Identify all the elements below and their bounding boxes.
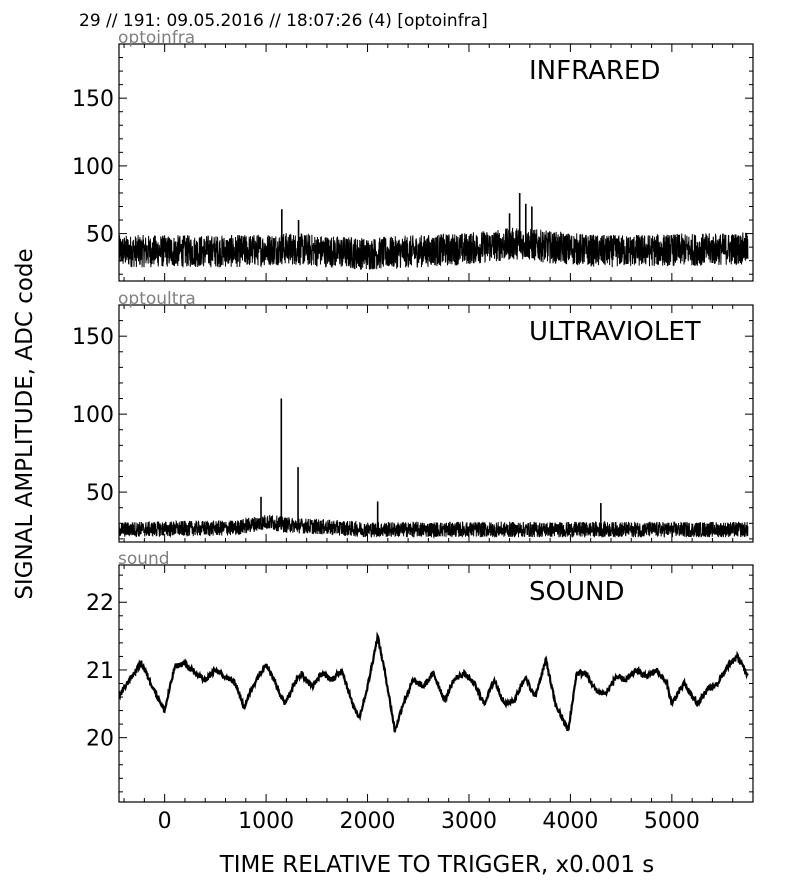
y-tick-label: 50 (86, 223, 114, 248)
y-tick-label: 150 (72, 325, 114, 350)
y-tick-label: 100 (72, 403, 114, 428)
panel-corner-label: optoultra (118, 289, 196, 309)
y-tick-label: 20 (86, 727, 114, 752)
panels: 50100150optoinfraINFRARED50100150optoult… (72, 28, 754, 834)
panel-1: 50 100 150 optoinfra INFRARED (72, 28, 754, 282)
panel-title: ULTRAVIOLET (529, 317, 701, 347)
y-tick-label: 21 (86, 659, 114, 684)
y-axis-label: SIGNAL AMPLITUDE, ADC code (12, 248, 38, 599)
sound-signal-line (119, 631, 749, 733)
x-tick-label: 2000 (340, 809, 396, 834)
chart-header: 29 // 191: 09.05.2016 // 18:07:26 (4) [o… (79, 11, 488, 31)
panel-frame (118, 304, 754, 543)
panel-3: 20 21 22 sound SOUND (86, 549, 754, 803)
panel-corner-label: sound (118, 549, 170, 569)
y-tick-label: 50 (86, 481, 114, 506)
signal-noise-line (119, 514, 749, 539)
panel-frame (118, 43, 754, 282)
x-tick-label: 3000 (441, 809, 497, 834)
panel-title: SOUND (529, 577, 624, 607)
y-tick-label: 150 (72, 87, 114, 112)
x-tick-label: 1000 (238, 809, 294, 834)
x-tick-label: 5000 (644, 809, 700, 834)
x-axis-label: TIME RELATIVE TO TRIGGER, x0.001 s (219, 852, 655, 878)
signal-noise-line (119, 227, 749, 271)
y-tick-label: 100 (72, 155, 114, 180)
panel-title: INFRARED (529, 56, 660, 86)
y-tick-label: 22 (86, 591, 114, 616)
panel-corner-label: optoinfra (118, 28, 195, 48)
x-tick-label: 0 (158, 809, 172, 834)
x-tick-label: 4000 (542, 809, 598, 834)
